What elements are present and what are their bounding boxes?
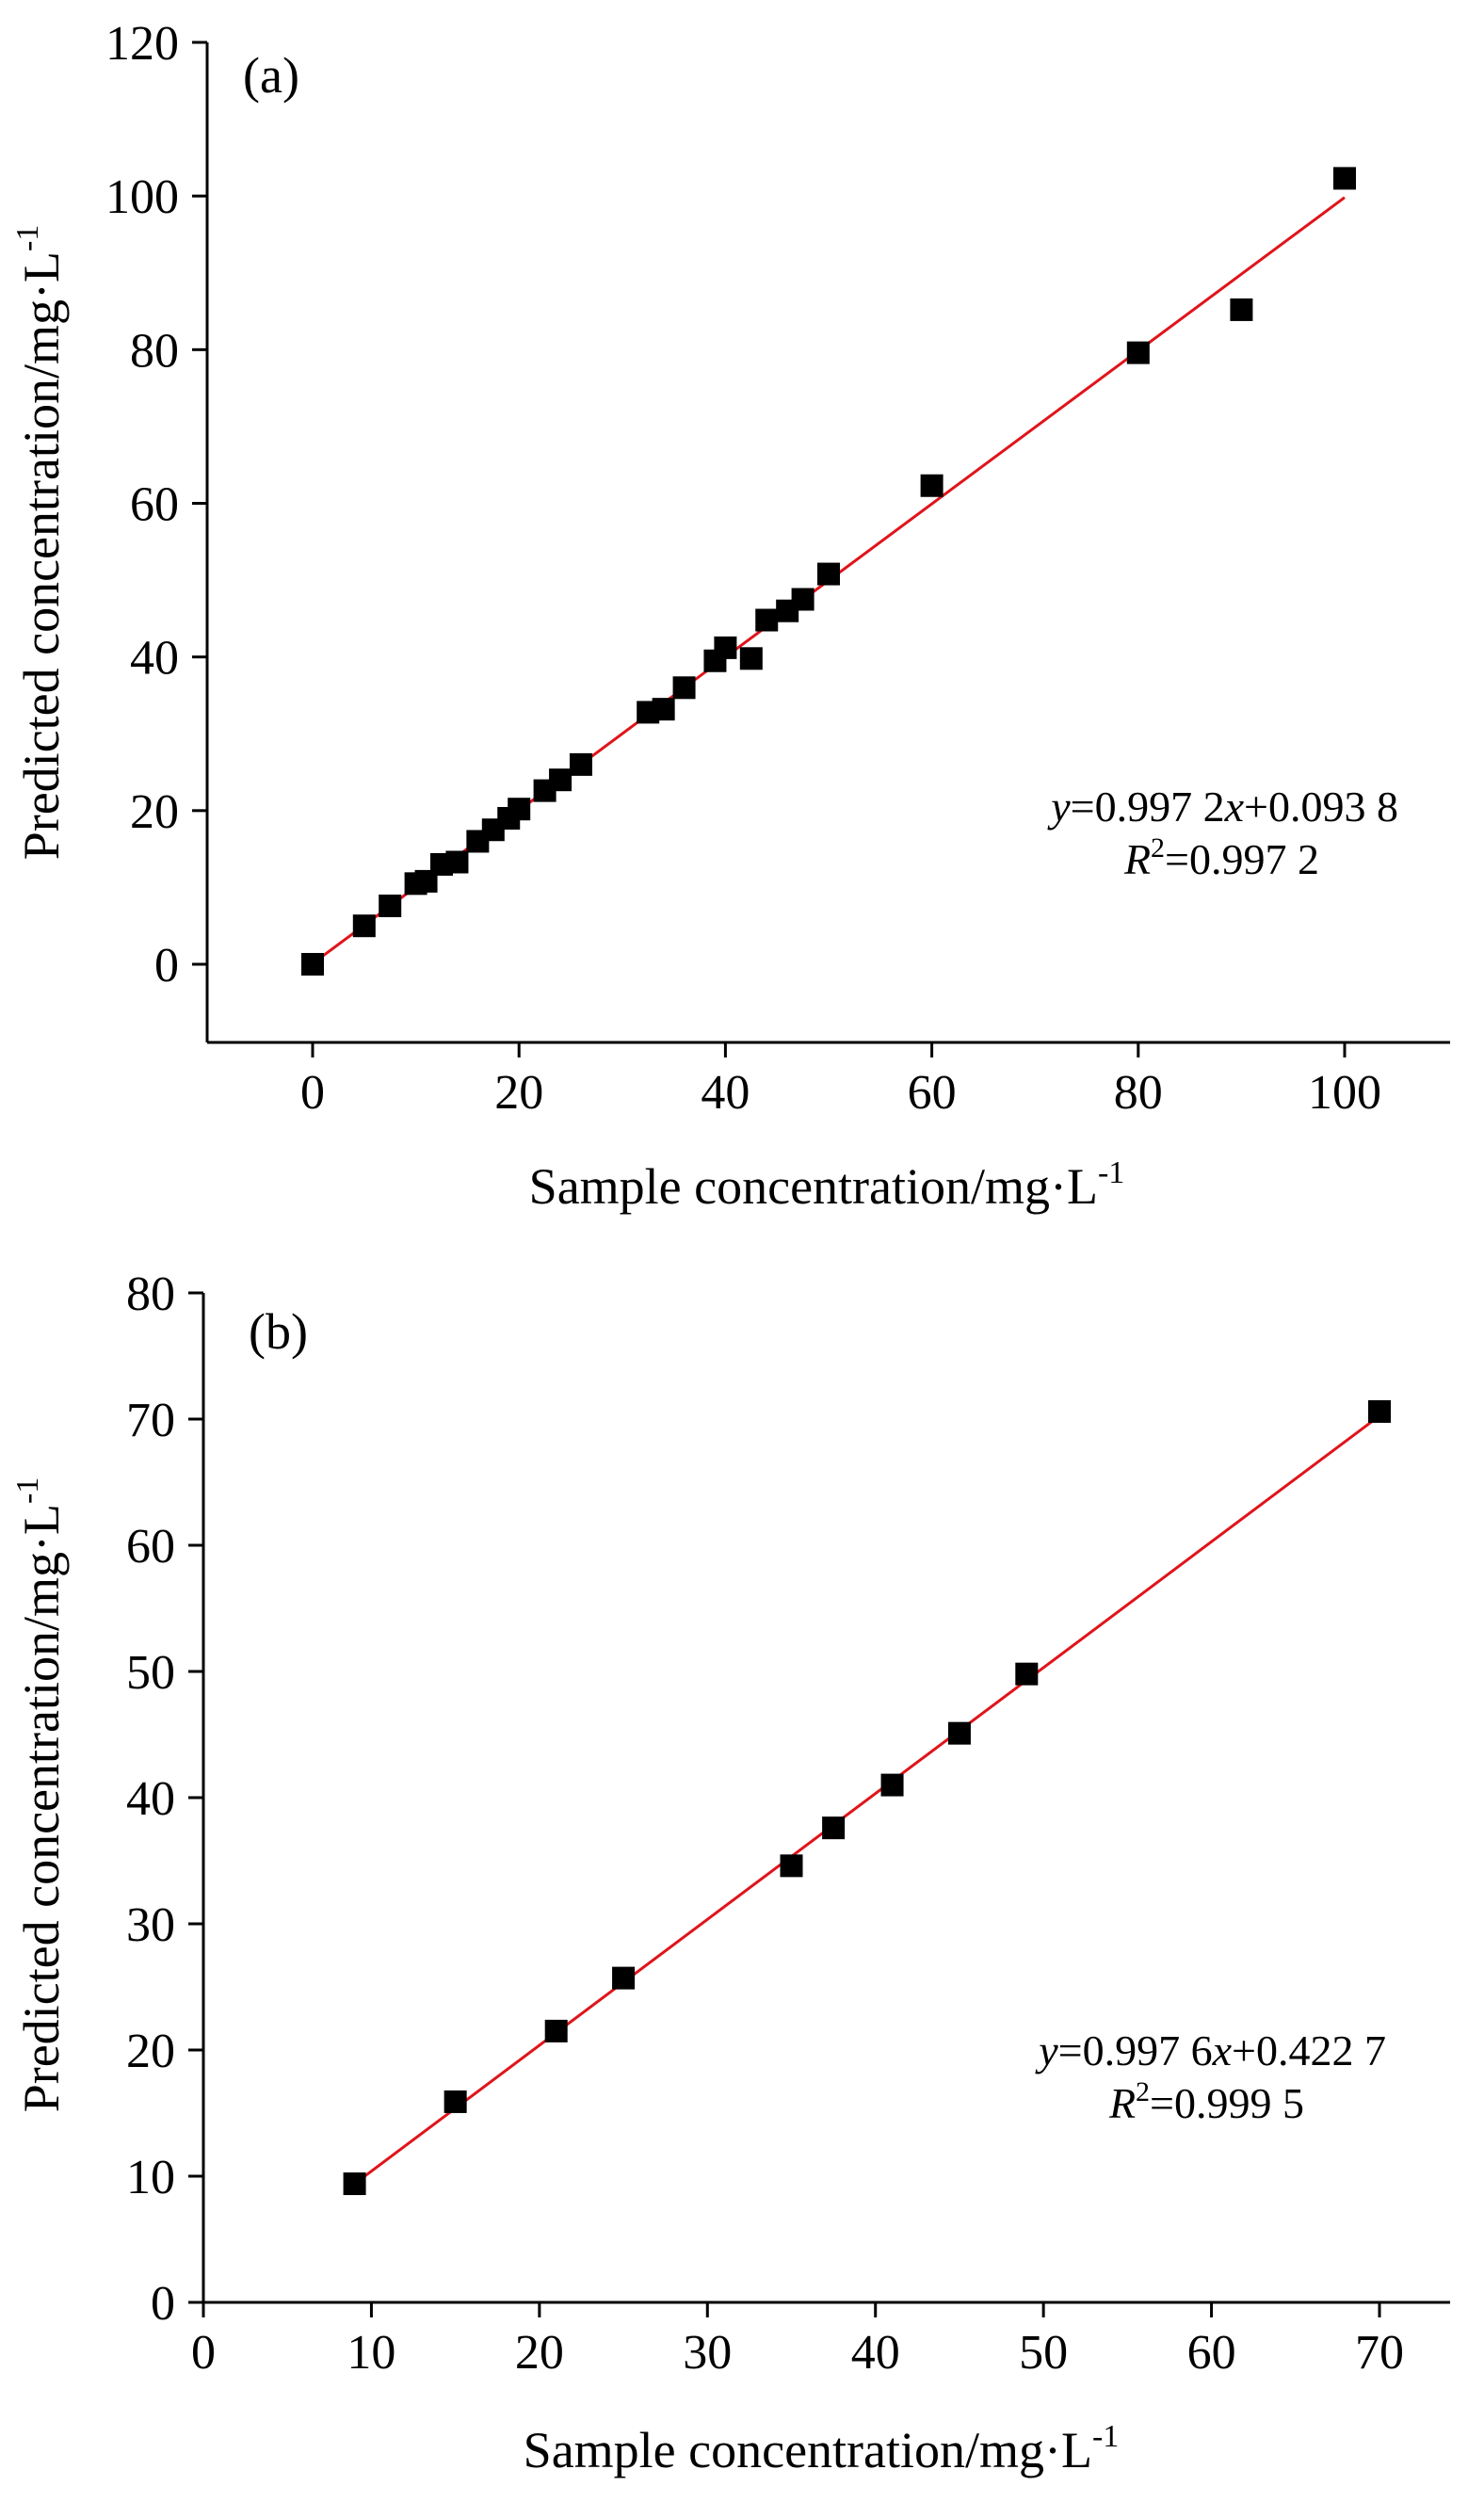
data-point	[1015, 1662, 1039, 1686]
data-point	[880, 1773, 904, 1797]
x-tick-label: 0	[191, 2326, 216, 2380]
x-tick-label: 80	[1114, 1066, 1163, 1120]
panel-a-label: (a)	[243, 47, 299, 104]
data-point	[920, 474, 944, 497]
y-tick-label: 0	[151, 2277, 175, 2331]
y-tick-label: 30	[126, 1898, 175, 1952]
data-point	[1230, 298, 1253, 321]
y-tick-label: 80	[126, 1267, 175, 1321]
y-tick-label: 50	[126, 1646, 175, 1700]
data-point	[780, 1854, 803, 1878]
x-tick-label: 40	[851, 2326, 900, 2380]
data-point	[444, 2090, 467, 2113]
x-tick-label: 30	[683, 2326, 732, 2380]
panel-b-fit-line	[353, 1414, 1380, 2186]
panel-a-x-axis-title: Sample concentration/mg·L-1	[529, 1155, 1125, 1215]
data-point	[569, 752, 592, 776]
data-point	[714, 636, 737, 659]
panel-a: 0 20 40 60 80 100 0 20 40 60 80 100 120 (a) y=0.997…	[10, 17, 1450, 1215]
data-point	[445, 850, 469, 874]
panel-b-x-axis-title: Sample concentration/mg·L-1	[524, 2419, 1120, 2478]
y-tick-label: 70	[126, 1394, 175, 1447]
data-point	[549, 768, 573, 792]
x-tick-label: 70	[1355, 2326, 1404, 2380]
panel-b-y-ticks: 0 10 20 30 40 50 60 70 80	[126, 1267, 203, 2331]
data-point	[817, 562, 840, 586]
panel-b-equation: y=0.997 6x+0.422 7	[1035, 2026, 1386, 2074]
data-point	[379, 894, 402, 917]
y-tick-label: 80	[130, 324, 179, 378]
panel-a-equation: y=0.997 2x+0.093 8	[1047, 783, 1398, 831]
x-tick-label: 20	[494, 1066, 543, 1120]
x-tick-label: 40	[701, 1066, 750, 1120]
y-tick-label: 60	[130, 478, 179, 532]
x-tick-label: 60	[1187, 2326, 1236, 2380]
panel-a-x-ticks: 0 20 40 60 80 100	[300, 1042, 1381, 1120]
panel-b-y-axis-title: Predicted concentration/mg·L-1	[10, 1477, 70, 2113]
y-tick-label: 100	[105, 170, 179, 224]
data-point	[947, 1721, 971, 1745]
data-point	[343, 2172, 366, 2196]
data-point	[672, 676, 696, 700]
y-tick-label: 40	[130, 632, 179, 686]
panel-a-y-ticks: 0 20 40 60 80 100 120	[105, 17, 207, 993]
data-point	[1126, 341, 1150, 364]
x-tick-label: 100	[1308, 1066, 1381, 1120]
data-point	[1333, 167, 1356, 190]
x-tick-label: 60	[908, 1066, 957, 1120]
y-tick-label: 60	[126, 1520, 175, 1574]
data-point	[739, 647, 763, 670]
data-point	[612, 1966, 636, 1990]
data-point	[301, 953, 324, 976]
data-point	[791, 588, 815, 611]
panel-b: 0 10 20 30 40 50 60 70 0 10 20 30 40 50 60 70 80 (b) y=…	[10, 1267, 1450, 2478]
y-tick-label: 20	[126, 2025, 175, 2078]
data-point	[508, 798, 531, 821]
y-tick-label: 40	[126, 1772, 175, 1826]
panel-b-x-ticks: 0 10 20 30 40 50 60 70	[191, 2302, 1404, 2380]
data-point	[1368, 1399, 1391, 1423]
y-tick-label: 120	[105, 17, 179, 71]
y-tick-label: 20	[130, 785, 179, 839]
panel-a-y-axis-title: Predicted concentration/mg·L-1	[10, 225, 70, 861]
x-tick-label: 50	[1019, 2326, 1068, 2380]
x-tick-label: 20	[515, 2326, 564, 2380]
x-tick-label: 0	[300, 1066, 325, 1120]
panel-b-r-squared: R2=0.999 5	[1108, 2076, 1304, 2127]
panel-b-points	[343, 1399, 1391, 2196]
panel-a-r-squared: R2=0.997 2	[1123, 832, 1319, 883]
data-point	[352, 914, 376, 938]
x-tick-label: 10	[347, 2326, 395, 2380]
data-point	[544, 2019, 568, 2042]
panel-b-label: (b)	[249, 1303, 308, 1360]
data-point	[652, 698, 675, 721]
y-tick-label: 0	[154, 939, 179, 993]
data-point	[755, 608, 779, 632]
panel-a-points	[301, 167, 1356, 976]
data-point	[822, 1816, 846, 1840]
y-tick-label: 10	[126, 2151, 175, 2204]
